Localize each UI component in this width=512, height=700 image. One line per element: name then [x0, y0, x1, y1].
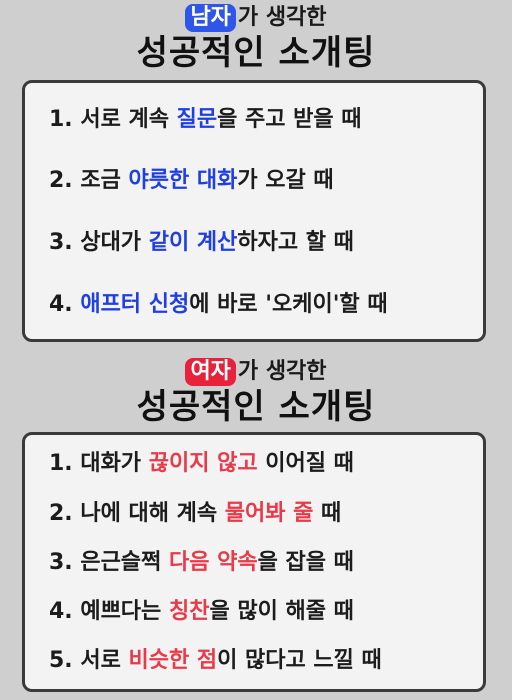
- item-text: 1. 서로 계속: [49, 107, 177, 132]
- item-text: 을 주고 받을 때: [217, 107, 362, 132]
- item-text: 3. 상대가: [49, 230, 149, 255]
- female-subtitle: 여자 가 생각한: [0, 358, 512, 386]
- male-badge: 남자: [185, 4, 236, 32]
- item-text: 에 바로 '오케이'할 때: [189, 292, 388, 317]
- item-text: 4. 예쁘다는: [49, 599, 169, 624]
- item-text: 2. 조금: [49, 168, 129, 193]
- item-highlight: 야릇한 대화: [128, 168, 238, 193]
- item-text: 을 잡을 때: [257, 550, 354, 575]
- item-highlight: 애프터 신청: [80, 292, 190, 317]
- male-item-4: 4. 애프터 신청에 바로 '오케이'할 때: [49, 290, 388, 320]
- item-highlight: 칭찬: [168, 599, 210, 624]
- female-item-4: 4. 예쁘다는 칭찬을 많이 해줄 때: [49, 597, 354, 627]
- female-subtitle-text: 가 생각한: [237, 359, 327, 384]
- item-text: 하자고 할 때: [237, 230, 354, 255]
- item-text: 가 오갈 때: [237, 168, 334, 193]
- male-title: 성공적인 소개팅: [136, 33, 376, 73]
- item-highlight: 비슷한 점: [128, 648, 218, 673]
- item-highlight: 끊이지 않고: [148, 451, 258, 476]
- female-section-header: 여자 가 생각한 성공적인 소개팅: [0, 358, 512, 428]
- item-text: 때: [313, 501, 342, 526]
- item-text: 이 많다고 느낄 때: [217, 648, 382, 673]
- male-list-card: 1. 서로 계속 질문을 주고 받을 때 2. 조금 야릇한 대화가 오갈 때 …: [22, 80, 486, 342]
- male-section-header: 남자 가 생각한 성공적인 소개팅: [0, 4, 512, 74]
- item-text: 이어질 때: [257, 451, 354, 476]
- item-highlight: 질문: [176, 107, 218, 132]
- male-item-2: 2. 조금 야릇한 대화가 오갈 때: [49, 166, 334, 196]
- item-text: 4.: [49, 292, 81, 317]
- male-item-3: 3. 상대가 같이 계산하자고 할 때: [49, 228, 354, 258]
- item-highlight: 다음 약속: [168, 550, 258, 575]
- item-text: 5. 서로: [49, 648, 129, 673]
- male-subtitle: 남자 가 생각한: [0, 4, 512, 32]
- female-badge: 여자: [185, 358, 236, 386]
- female-item-3: 3. 은근슬쩍 다음 약속을 잡을 때: [49, 548, 354, 578]
- item-text: 3. 은근슬쩍: [49, 550, 169, 575]
- female-item-2: 2. 나에 대해 계속 물어봐 줄 때: [49, 499, 341, 529]
- male-subtitle-text: 가 생각한: [237, 5, 327, 30]
- item-highlight: 물어봐 줄: [224, 501, 314, 526]
- male-item-1: 1. 서로 계속 질문을 주고 받을 때: [49, 105, 362, 135]
- female-list-card: 1. 대화가 끊이지 않고 이어질 때 2. 나에 대해 계속 물어봐 줄 때 …: [22, 432, 486, 692]
- female-title: 성공적인 소개팅: [136, 387, 376, 427]
- item-text: 1. 대화가: [49, 451, 149, 476]
- item-highlight: 같이 계산: [148, 230, 238, 255]
- female-item-1: 1. 대화가 끊이지 않고 이어질 때: [49, 449, 354, 479]
- item-text: 을 많이 해줄 때: [209, 599, 354, 624]
- item-text: 2. 나에 대해 계속: [49, 501, 225, 526]
- female-item-5: 5. 서로 비슷한 점이 많다고 느낄 때: [49, 646, 382, 676]
